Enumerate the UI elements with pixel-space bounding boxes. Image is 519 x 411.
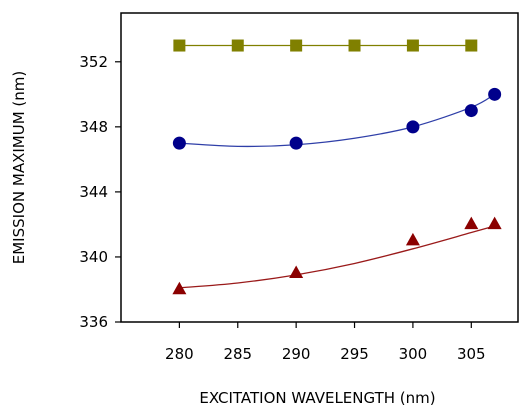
y-tick-label: 340 [79,248,108,266]
y-axis-title: EMISSION MAXIMUM (nm) [10,71,28,264]
data-point-triangle [405,232,420,246]
data-point-square [290,39,303,52]
x-tick-label: 295 [340,345,369,363]
fit-curve [179,93,495,148]
x-axis-title: EXCITATION WAVELENGTH (nm) [199,389,435,407]
data-point-triangle [487,216,502,230]
y-tick-label: 352 [79,53,108,71]
data-markers [172,39,502,295]
data-point-square [465,39,478,52]
data-point-square [173,39,186,52]
fit-curve [179,225,495,289]
data-point-circle [406,120,420,134]
data-point-square [348,39,361,52]
data-point-square [406,39,419,52]
x-tick-label: 305 [457,345,486,363]
fit-curves [179,93,495,289]
data-point-triangle [464,216,479,230]
data-point-circle [464,104,478,118]
y-axis-ticks: 336 340 344 348 352 [79,53,121,331]
data-point-triangle [289,265,304,278]
plot-area-frame [120,12,519,323]
data-point-triangle [172,281,187,295]
y-tick-label: 344 [79,183,108,201]
y-tick-label: 348 [79,118,108,136]
data-point-circle [289,136,303,150]
data-point-square [231,39,244,52]
data-point-circle [172,136,186,150]
x-tick-label: 280 [165,345,194,363]
y-tick-label: 336 [79,313,108,331]
x-tick-label: 290 [282,345,311,363]
x-tick-label: 300 [399,345,428,363]
data-point-circle [488,87,502,101]
x-axis-ticks: 280 285 290 295 300 305 [165,322,486,363]
x-tick-label: 285 [223,345,252,363]
